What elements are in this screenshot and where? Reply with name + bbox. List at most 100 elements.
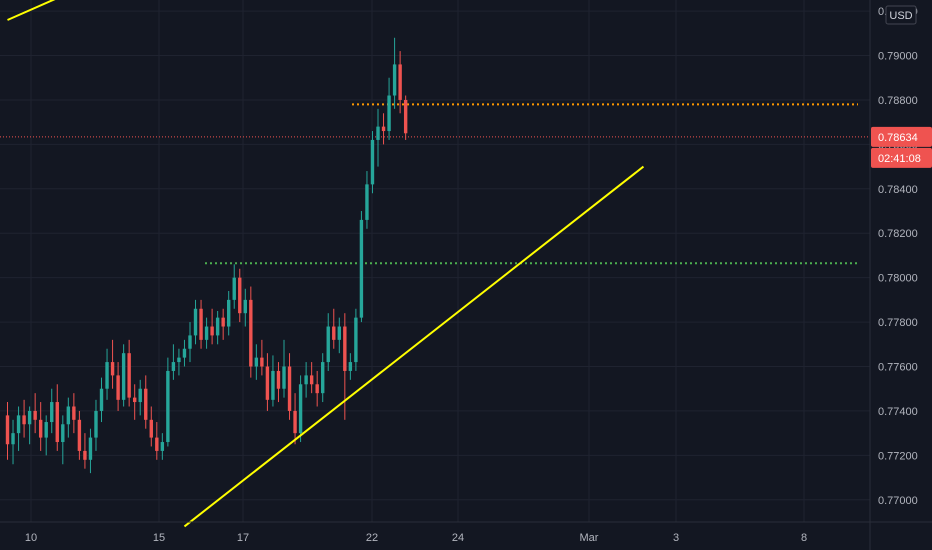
candle-body [298,384,303,434]
candle [132,384,137,420]
candle [249,286,253,378]
y-axis[interactable]: 0.792000.790000.788000.786000.784000.782… [869,0,918,550]
candle [271,355,275,407]
candle-body [249,299,253,367]
candle [298,375,303,443]
candle [110,339,115,389]
y-tick-label: 0.79000 [878,51,918,63]
x-tick-label: Mar [580,532,599,544]
candle [77,410,82,460]
candle-body [27,410,32,425]
candle-body [72,406,76,420]
candle-body [392,64,397,96]
candle-body [304,375,308,385]
last-price-tag [871,126,932,147]
candle-body [309,375,314,385]
candle [121,344,126,407]
candle [160,433,165,460]
trendline-1 [7,0,56,21]
candle [44,415,48,456]
candle [72,393,76,434]
x-tick-label: 24 [452,532,464,544]
candle [94,399,98,451]
candle [138,379,142,416]
x-axis[interactable]: 10 15 17 22 24 Mar 3 8 [0,521,932,544]
x-tick-label: 8 [801,532,807,544]
currency-badge[interactable]: USD [885,5,917,25]
candle [22,399,26,438]
candle [381,113,386,145]
candle-body [121,353,126,400]
candle [348,353,353,380]
candle [38,402,43,451]
candle [88,428,93,474]
candle [365,171,369,229]
candle-body [215,317,220,336]
candle [99,377,104,423]
candle-body [210,326,214,336]
candle [265,353,270,411]
candle-body [271,370,275,400]
candle [182,339,187,367]
candle-body [138,388,142,403]
candle [177,348,181,376]
candle-body [22,415,26,425]
candle-body [116,375,120,400]
candle [61,415,65,465]
candle [403,95,408,140]
trendlines [7,0,645,528]
candle-body [326,326,330,363]
candle [27,406,32,445]
y-tick-label: 0.78200 [878,228,918,240]
candle [227,290,231,336]
candle-body [337,326,341,340]
candle [204,317,209,349]
candle [221,308,225,340]
countdown-tag [871,147,932,168]
candle [315,370,319,407]
candle-body [50,402,54,423]
candle-body [110,362,115,376]
candle-body [171,362,176,371]
candle [210,308,214,345]
candle-body [177,357,181,363]
candle [260,339,264,376]
candle [55,384,59,451]
candle-body [144,388,148,420]
candle [193,299,198,345]
horizontal-levels [0,103,870,265]
candle-body [232,277,236,300]
candle-body [221,317,225,327]
candle-body [88,437,93,460]
y-tick-label: 0.77800 [878,317,918,329]
candle-body [188,335,192,349]
y-tick-label: 0.77200 [878,450,918,462]
candle [321,353,325,403]
candle [238,268,242,323]
countdown-value: 02:41:08 [878,153,921,165]
candle-body [83,450,87,460]
currency-badge-box [885,5,917,25]
candle [276,362,281,403]
candle [127,339,131,407]
candle-body [105,362,109,389]
candle [188,322,192,363]
candle [105,348,109,400]
candle-body [160,442,165,451]
candle [309,362,314,394]
candle [287,353,292,420]
candle-body [354,317,358,363]
candle-body [127,353,131,398]
candle-body [166,370,170,443]
candle-body [38,419,43,438]
last-price-value: 0.78634 [878,132,918,144]
y-tick-label: 0.78800 [878,95,918,107]
candle-body [365,184,369,220]
candle-body [403,99,408,134]
y-tick-label: 0.77000 [878,495,918,507]
candle [215,310,220,345]
candle-body [11,433,15,445]
candle [370,131,375,194]
